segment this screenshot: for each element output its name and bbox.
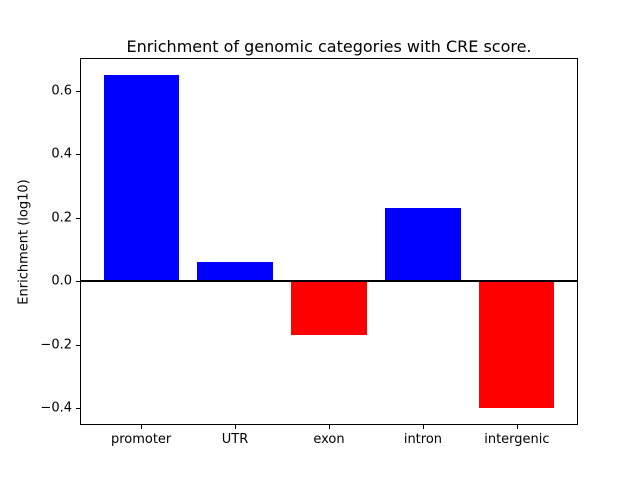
x-tick-label-intergenic: intergenic	[484, 432, 550, 447]
zero-line	[81, 280, 577, 283]
y-tick-label: −0.4	[40, 400, 72, 416]
bar-UTR	[197, 262, 273, 282]
y-tick-label: 0.2	[51, 210, 72, 226]
y-tick-label: 0.0	[51, 273, 72, 289]
x-tick-mark	[329, 425, 330, 429]
y-axis-label: Enrichment (log10)	[16, 179, 32, 305]
y-tick-mark	[76, 217, 80, 219]
x-tick-label-UTR: UTR	[221, 432, 249, 447]
x-tick-mark	[422, 425, 424, 429]
y-tick-mark	[76, 344, 80, 346]
y-tick-mark	[76, 281, 80, 283]
x-tick-label-exon: exon	[313, 432, 345, 447]
bar-promoter	[103, 74, 179, 282]
y-tick-label: −0.2	[40, 337, 72, 353]
y-tick-mark	[76, 408, 80, 410]
x-tick-mark	[141, 425, 143, 429]
bar-intergenic	[479, 281, 555, 409]
y-tick-mark	[76, 154, 80, 156]
bar-exon	[291, 281, 367, 336]
x-tick-mark	[235, 425, 237, 429]
x-tick-label-intron: intron	[403, 432, 443, 447]
x-tick-label-promoter: promoter	[110, 432, 172, 447]
bar-intron	[385, 208, 461, 282]
x-tick-mark	[516, 425, 518, 429]
chart-title: Enrichment of genomic categories with CR…	[126, 37, 532, 56]
plot-area	[80, 58, 578, 425]
y-tick-mark	[76, 90, 80, 92]
y-tick-label: 0.4	[51, 146, 72, 162]
y-tick-label: 0.6	[51, 83, 72, 99]
